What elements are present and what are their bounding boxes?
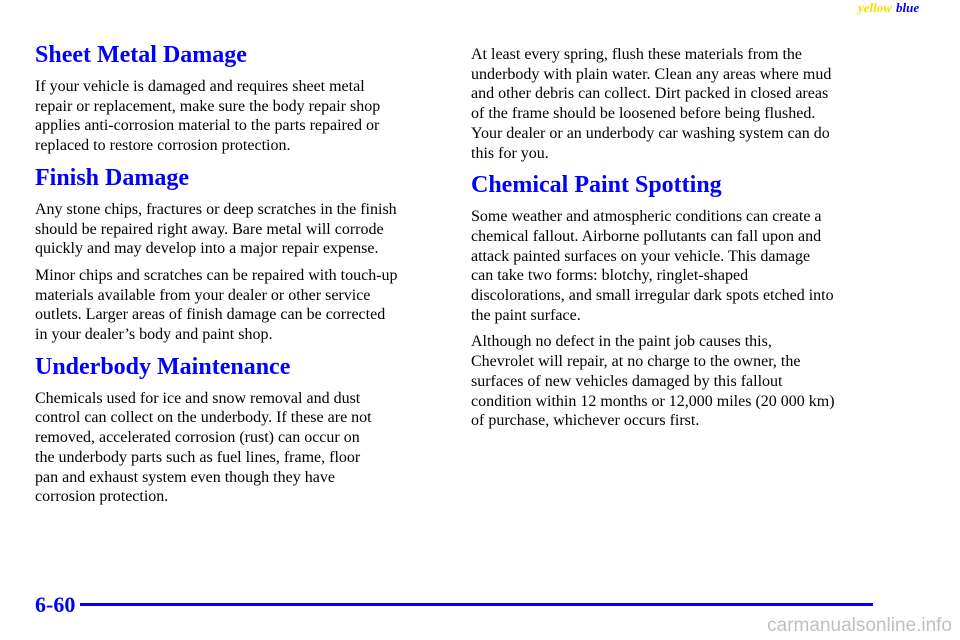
paragraph: Minor chips and scratches can be repaire… [35,266,455,345]
paragraph: Any stone chips, fractures or deep scrat… [35,200,455,259]
text-line: discolorations, and small irregular dark… [471,287,834,305]
tag-blue: blue [896,0,920,15]
footer-rule [80,603,873,606]
text-line: If your vehicle is damaged and requires … [35,78,365,95]
text-line: condition within 12 months or 12,000 mil… [471,392,835,410]
text-line: removed, accelerated corrosion (rust) ca… [35,429,360,447]
text-line: Minor chips and scratches can be repaire… [35,266,398,284]
paragraph: Chemicals used for ice and snow removal … [35,389,455,507]
text-line: Some weather and atmospheric conditions … [471,208,822,226]
text-line: underbody with plain water. Clean any ar… [471,65,832,83]
text-line: pan and exhaust system even though they … [35,468,335,486]
text-line: attack painted surfaces on your vehicle.… [471,247,811,265]
text-line: outlets. Larger areas of finish damage c… [35,306,386,324]
right-column: At least every spring, flush these mater… [471,45,891,438]
text-line: should be repaired right away. Bare meta… [35,220,384,238]
text-line: the underbody parts such as fuel lines, … [35,448,361,466]
text-line: Your dealer or an underbody car washing … [471,124,830,142]
text-line: chemical fallout. Airborne pollutants ca… [471,227,822,245]
text-line: of the frame should be loosened before b… [471,105,816,123]
tag-yellow: yellow [858,0,892,15]
text-line: this for you. [471,144,549,162]
text-line: and other debris can collect. Dirt packe… [471,85,829,103]
text-line: Although no defect in the paint job caus… [471,333,772,351]
section-heading: Finish Damage [35,164,190,191]
text-line: control can collect on the underbody. If… [35,409,372,427]
text-line: Chemicals used for ice and snow removal … [35,389,361,407]
text-line: surfaces of new vehicles damaged by this… [471,372,783,390]
paragraph: Although no defect in the paint job caus… [471,332,891,431]
text-line: the paint surface. [471,306,581,324]
paragraph: Some weather and atmospheric conditions … [471,207,891,325]
text-line: of purchase, whichever occurs first. [471,412,700,430]
text-line: in your dealer’s body and paint shop. [35,326,273,344]
paragraph: If your vehicle is damaged and requires … [35,77,455,156]
section-heading: Sheet Metal Damage [35,42,247,68]
text-line: Any stone chips, fractures or deep scrat… [35,200,397,218]
left-column: Sheet Metal Damage If your vehicle is dam… [35,40,455,514]
text-line: corrosion protection. [35,488,169,506]
text-line: replaced to restore corrosion protection… [35,137,291,155]
section-heading: Underbody Maintenance [35,353,291,380]
text-line: At least every spring, flush these mater… [471,46,803,63]
text-line: can take two forms: blotchy, ringlet-sha… [471,267,749,285]
text-line: Chevrolet will repair, at no charge to t… [471,353,801,371]
watermark: carmanualsonline.info [767,615,952,636]
text-line: applies anti-corrosion material to the p… [35,117,380,135]
text-line: quickly and may develop into a major rep… [35,240,379,258]
paragraph: At least every spring, flush these mater… [471,45,891,163]
page-number: 6-60 [35,592,76,617]
section-heading: Chemical Paint Spotting [471,172,722,199]
text-line: materials available from your dealer or … [35,286,371,304]
text-line: repair or replacement, make sure the bod… [35,97,381,115]
